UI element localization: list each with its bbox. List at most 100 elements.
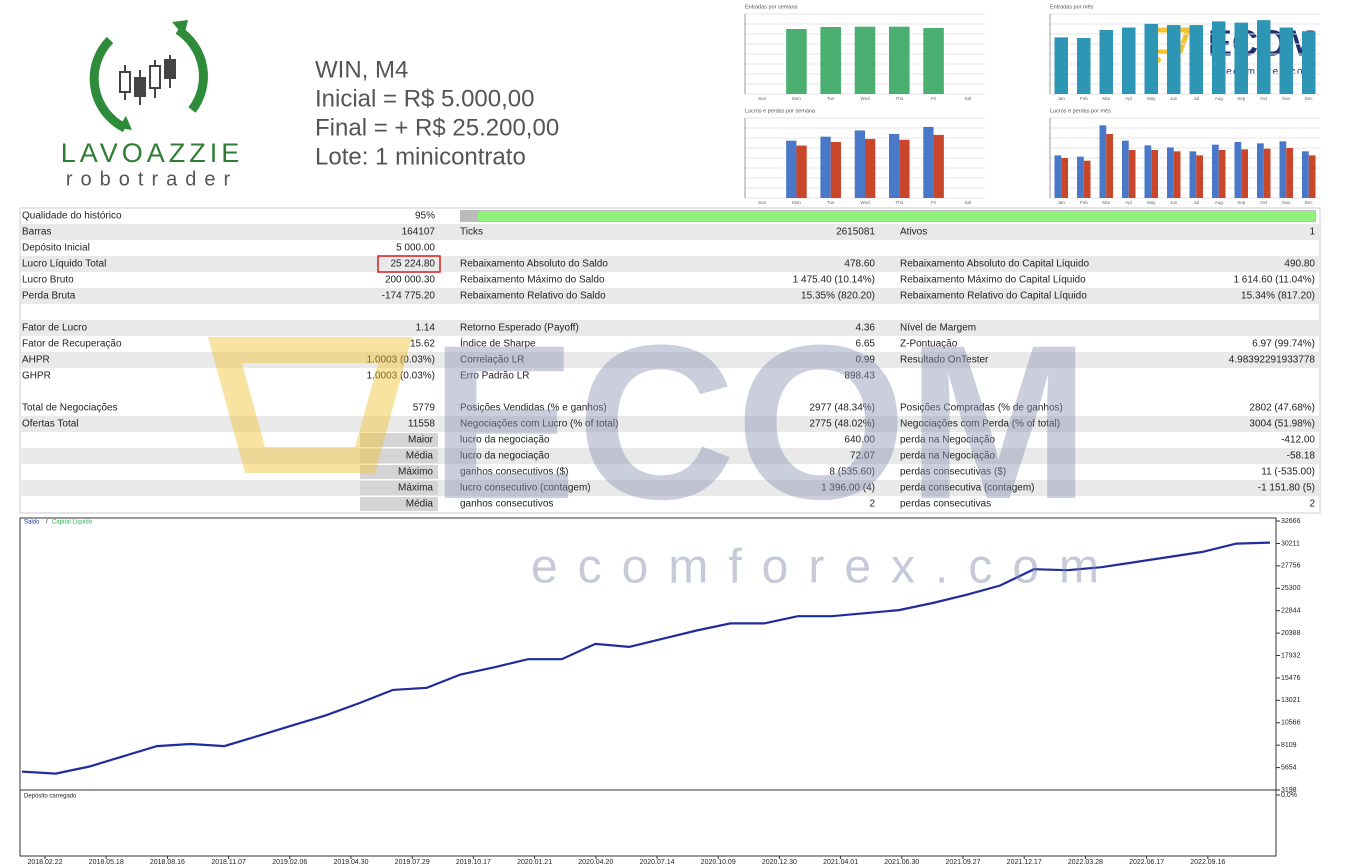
stat-value: 1 396.00 (4): [821, 483, 875, 494]
x-tick-label: Wed: [860, 96, 870, 101]
x-tick-label: 2022.03.28: [1068, 859, 1103, 866]
stat-sublabel: Média: [406, 451, 434, 462]
load-title: Depósito carregado: [24, 794, 77, 800]
x-tick-label: Sep: [1237, 200, 1246, 205]
x-tick-label: Jul: [1193, 200, 1199, 205]
stat-value: 898.43: [844, 371, 875, 382]
quality-bar: [478, 211, 1315, 221]
bar: [1234, 142, 1242, 198]
x-tick-label: 2022.09.16: [1190, 859, 1225, 866]
stat-value: 200 000.30: [385, 275, 435, 286]
stat-label: Retorno Esperado (Payoff): [460, 323, 579, 334]
stat-label: Resultado OnTester: [900, 355, 989, 366]
stat-value: 3004 (51.98%): [1249, 419, 1315, 430]
x-tick-label: Tue: [827, 200, 835, 205]
x-tick-label: Dec: [1305, 96, 1314, 101]
stat-label: Rebaixamento Relativo do Saldo: [460, 291, 606, 302]
bar: [820, 27, 841, 94]
stat-value: 25 224.80: [391, 259, 436, 270]
x-tick-label: Thu: [895, 200, 903, 205]
x-tick-label: 2021.09.27: [945, 859, 980, 866]
bar: [1128, 150, 1136, 198]
bar: [1099, 125, 1107, 198]
bar: [1054, 155, 1062, 198]
bar: [933, 134, 944, 198]
stat-value: 1.0003 (0.03%): [367, 355, 435, 366]
bar: [1257, 20, 1271, 94]
bar: [830, 142, 841, 198]
x-tick-label: Mar: [1102, 200, 1110, 205]
y-tick-label: 30211: [1281, 540, 1300, 547]
bar: [1218, 150, 1226, 198]
bar: [1189, 151, 1197, 198]
summary-charts: Entradas por semana Sun Mon Tue Wed Thu Fri Sat…: [744, 4, 1320, 205]
stat-label: Ativos: [900, 227, 927, 238]
sub-bg: [360, 497, 438, 511]
y-tick-label: 27756: [1281, 563, 1301, 570]
watermark: ECOM ecomforex.com: [207, 299, 1099, 594]
chart-title: Lucros e perdas por mês: [1050, 108, 1111, 114]
header-line: Final = + R$ 25.200,00: [315, 114, 559, 141]
stat-value: 1: [1309, 227, 1315, 238]
stat-label: Z-Pontuação: [900, 339, 958, 350]
stat-label: Negociações com Perda (% of total): [900, 419, 1060, 430]
load-tick-label: 0.0%: [1281, 792, 1297, 799]
x-tick-label: Jan: [1058, 96, 1066, 101]
x-tick-label: 2022.06.17: [1129, 859, 1164, 866]
stat-label: lucro consecutivo (contagem): [460, 483, 591, 494]
stat-label: Rebaixamento Absoluto do Capital Líquido: [900, 259, 1089, 270]
bar: [1234, 22, 1248, 94]
bar: [854, 130, 865, 198]
x-tick-label: 2019.04.30: [333, 859, 368, 866]
x-tick-label: Apr: [1125, 96, 1133, 101]
y-tick-label: 8109: [1281, 742, 1297, 749]
chart-title: Entradas por semana: [745, 4, 799, 10]
stat-label: ganhos consecutivos ($): [460, 467, 568, 478]
y-tick-label: 15476: [1281, 675, 1301, 682]
x-tick-label: 2018.02.22: [27, 859, 62, 866]
bar: [1286, 148, 1293, 198]
x-tick-label: 2018.05.18: [89, 859, 124, 866]
bar: [1122, 140, 1129, 198]
sub-bg: [360, 465, 438, 479]
bar: [1061, 158, 1068, 198]
bar: [1308, 155, 1316, 198]
x-tick-label: 2020.07.14: [639, 859, 674, 866]
stat-label: Total de Negociações: [22, 403, 118, 414]
bar: [1279, 27, 1293, 95]
x-tick-label: Mon: [792, 96, 801, 101]
x-tick-label: 2021.12.17: [1007, 859, 1042, 866]
bar: [1144, 145, 1152, 198]
x-tick-label: Sun: [758, 200, 767, 205]
stat-value: 4.98392291933778: [1229, 355, 1316, 366]
y-tick-label: 10566: [1281, 720, 1301, 727]
y-tick-label: 22844: [1281, 608, 1301, 615]
stat-label: Negociações com Lucro (% of total): [460, 419, 618, 430]
bar: [854, 26, 876, 95]
x-tick-label: 2020.04.20: [578, 859, 613, 866]
x-tick-label: 2021.06.30: [884, 859, 919, 866]
bar: [1212, 21, 1226, 95]
bar: [1106, 134, 1113, 198]
row-bg: [20, 288, 1320, 304]
stat-label: lucro da negociação: [460, 451, 550, 462]
x-tick-label: May: [1147, 200, 1156, 205]
stat-value: 1.14: [416, 323, 436, 334]
load-frame: [19, 789, 1277, 857]
stat-label: Qualidade do histórico: [22, 211, 122, 222]
bar: [820, 136, 831, 198]
chart-title: Lucros e perdas por semana: [745, 108, 816, 114]
y-tick-label: 20388: [1281, 630, 1301, 637]
header-line: Lote: 1 minicontrato: [315, 143, 526, 170]
bar: [796, 145, 807, 198]
row-bg: [20, 256, 1320, 272]
x-tick-label: Sat: [964, 200, 972, 205]
stat-value: 2977 (48.34%): [809, 403, 875, 414]
stat-label: Barras: [22, 227, 51, 238]
x-tick-label: Fri: [931, 96, 936, 101]
stat-value: -412.00: [1281, 435, 1315, 446]
stat-value: 5 000.00: [396, 243, 435, 254]
stat-value: -58.18: [1287, 451, 1316, 462]
bar: [1173, 151, 1181, 198]
